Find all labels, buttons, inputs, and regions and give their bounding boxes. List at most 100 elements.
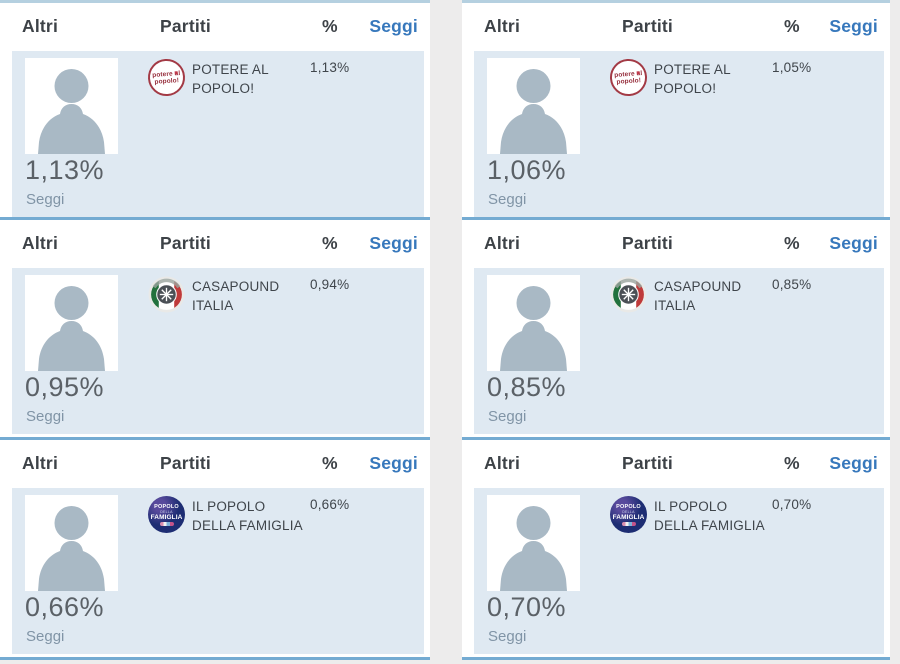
party-name-line: IL POPOLO (192, 499, 266, 514)
seggi-header-link[interactable]: Seggi (369, 233, 418, 253)
candidate-avatar-placeholder (487, 58, 580, 154)
seggi-header-link[interactable]: Seggi (829, 233, 878, 253)
person-silhouette-icon (500, 506, 567, 591)
party-name-line: CASAPOUND (192, 279, 280, 294)
party-name: IL POPOLO DELLA FAMIGLIA (654, 497, 765, 535)
party-name-line: ITALIA (192, 298, 234, 313)
seggi-label: Seggi (26, 408, 65, 425)
seggi-header-link[interactable]: Seggi (829, 16, 878, 36)
result-panel: CASAPOUND ITALIA 0,85% 0,85% Seggi (474, 268, 884, 434)
party-name-line: DELLA FAMIGLIA (654, 518, 765, 533)
seggi-label: Seggi (26, 191, 65, 208)
person-silhouette-icon (38, 69, 105, 154)
party-name-line: IL POPOLO (654, 499, 728, 514)
total-percent: 1,13% (25, 155, 105, 185)
seggi-label: Seggi (488, 628, 527, 645)
popolo-della-famiglia-logo-icon: POPOLO DELLA FAMIGLIA (148, 496, 185, 533)
party-result-card: Altri Partiti % Seggi potere al popolo! … (0, 0, 430, 220)
person-silhouette-icon (38, 286, 105, 371)
logo-text: popolo! (616, 76, 642, 86)
column-header-altri: Altri (484, 453, 520, 473)
total-percent: 0,95% (25, 372, 105, 402)
seggi-label: Seggi (488, 191, 527, 208)
column-header-percent: % (784, 16, 800, 36)
column-header-altri: Altri (484, 233, 520, 253)
column-header-altri: Altri (22, 16, 58, 36)
result-panel: POPOLO DELLA FAMIGLIA IL POPOLO DELLA FA… (12, 488, 424, 654)
logo-text: POPOLO (154, 503, 179, 510)
casapound-italia-logo-icon (148, 276, 185, 313)
column-header-partiti: Partiti (160, 453, 211, 473)
logo-text: popolo! (154, 76, 180, 86)
party-result-card: Altri Partiti % Seggi (0, 220, 430, 440)
logo-text: FAMIGLIA (612, 513, 645, 521)
party-name-line: ITALIA (654, 298, 696, 313)
seggi-label: Seggi (26, 628, 65, 645)
party-name: IL POPOLO DELLA FAMIGLIA (192, 497, 303, 535)
column-header-partiti: Partiti (622, 233, 673, 253)
column-header-altri: Altri (22, 453, 58, 473)
total-percent: 0,66% (25, 592, 105, 622)
potere-al-popolo-logo-icon: potere al popolo! (608, 57, 649, 98)
total-percent: 0,85% (487, 372, 567, 402)
party-result-card: Altri Partiti % Seggi potere al popolo! … (462, 0, 890, 220)
party-name-line: CASAPOUND (654, 279, 742, 294)
casapound-emblem (610, 276, 647, 313)
party-name-line: POPOLO! (192, 81, 255, 96)
seggi-header-link[interactable]: Seggi (369, 16, 418, 36)
person-silhouette-icon (500, 69, 567, 154)
result-panel: POPOLO DELLA FAMIGLIA IL POPOLO DELLA FA… (474, 488, 884, 654)
column-header-altri: Altri (22, 233, 58, 253)
party-percent: 1,05% (772, 60, 812, 75)
logo-text: POPOLO (616, 503, 641, 510)
party-name-line: POTERE AL (654, 62, 731, 77)
column-header-altri: Altri (484, 16, 520, 36)
column-header-partiti: Partiti (160, 233, 211, 253)
party-result-card: Altri Partiti % Seggi (462, 220, 890, 440)
column-header-partiti: Partiti (622, 453, 673, 473)
popolo-della-famiglia-logo-icon: POPOLO DELLA FAMIGLIA (610, 496, 647, 533)
column-header-percent: % (322, 16, 338, 36)
party-name: POTERE AL POPOLO! (192, 60, 269, 98)
family-figures-icon (159, 521, 174, 526)
column-header-partiti: Partiti (622, 16, 673, 36)
logo-text: DELLA (160, 509, 173, 514)
logo-text: DELLA (622, 509, 635, 514)
party-name: CASAPOUND ITALIA (192, 277, 279, 315)
party-percent: 0,94% (310, 277, 350, 292)
party-name-line: POTERE AL (192, 62, 269, 77)
candidate-avatar-placeholder (487, 495, 580, 591)
column-header-partiti: Partiti (160, 16, 211, 36)
potere-al-popolo-logo-icon: potere al popolo! (146, 57, 187, 98)
casapound-italia-logo-icon (610, 276, 647, 313)
party-name-line: DELLA FAMIGLIA (192, 518, 303, 533)
casapound-emblem (148, 276, 185, 313)
logo-text: FAMIGLIA (150, 513, 183, 521)
party-percent: 0,70% (772, 497, 812, 512)
result-panel: potere al popolo! POTERE AL POPOLO! 1,05… (474, 51, 884, 217)
party-name: CASAPOUND ITALIA (654, 277, 741, 315)
party-percent: 0,66% (310, 497, 350, 512)
result-panel: potere al popolo! POTERE AL POPOLO! 1,13… (12, 51, 424, 217)
party-percent: 1,13% (310, 60, 350, 75)
person-silhouette-icon (500, 286, 567, 371)
seggi-label: Seggi (488, 408, 527, 425)
party-percent: 0,85% (772, 277, 812, 292)
party-result-card: Altri Partiti % Seggi POPOLO DELLA FAMIG… (462, 440, 890, 660)
candidate-avatar-placeholder (25, 58, 118, 154)
column-header-percent: % (784, 453, 800, 473)
person-silhouette-icon (38, 506, 105, 591)
total-percent: 1,06% (487, 155, 567, 185)
candidate-avatar-placeholder (25, 275, 118, 371)
candidate-avatar-placeholder (487, 275, 580, 371)
seggi-header-link[interactable]: Seggi (829, 453, 878, 473)
party-name: POTERE AL POPOLO! (654, 60, 731, 98)
party-name-line: POPOLO! (654, 81, 717, 96)
candidate-avatar-placeholder (25, 495, 118, 591)
seggi-header-link[interactable]: Seggi (369, 453, 418, 473)
party-result-card: Altri Partiti % Seggi POPOLO DELLA FAMIG… (0, 440, 430, 660)
column-header-percent: % (322, 233, 338, 253)
total-percent: 0,70% (487, 592, 567, 622)
family-figures-icon (621, 521, 636, 526)
column-header-percent: % (784, 233, 800, 253)
